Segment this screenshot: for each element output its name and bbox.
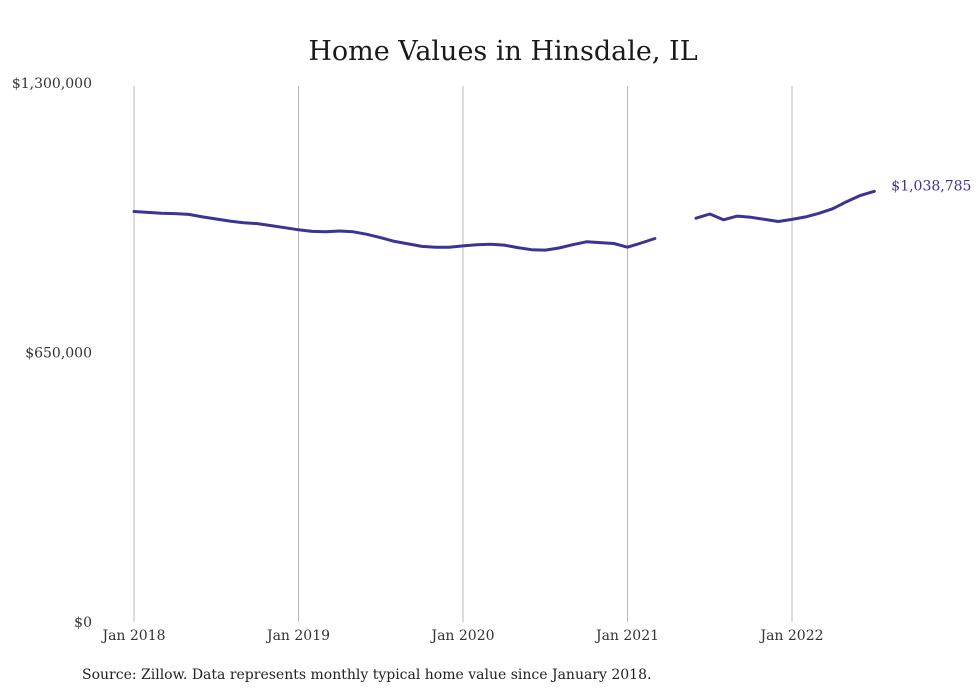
series-line-segment-1 (694, 189, 876, 223)
x-tick-label-3: Jan 2021 (594, 628, 659, 644)
y-axis-ticks: $0 $650,000 $1,300,000 (12, 76, 92, 631)
end-value-label: $1,038,785 (891, 178, 971, 194)
x-tick-label-2: Jan 2020 (429, 628, 494, 644)
series-lines (132, 189, 876, 252)
x-axis-ticks: Jan 2018 Jan 2019 Jan 2020 Jan 2021 Jan 2022 (100, 628, 823, 644)
x-tick-label-1: Jan 2019 (265, 628, 330, 644)
x-tick-label-4: Jan 2022 (758, 628, 823, 644)
grid-lines (133, 86, 793, 622)
source-note: Source: Zillow. Data represents monthly … (82, 667, 652, 683)
y-tick-label-2: $1,300,000 (12, 76, 92, 92)
chart-title: Home Values in Hinsdale, IL (308, 36, 697, 67)
y-tick-label-0: $0 (74, 615, 92, 631)
y-tick-label-1: $650,000 (25, 346, 92, 362)
series-line-segment-0 (132, 210, 657, 252)
x-tick-label-0: Jan 2018 (100, 628, 165, 644)
